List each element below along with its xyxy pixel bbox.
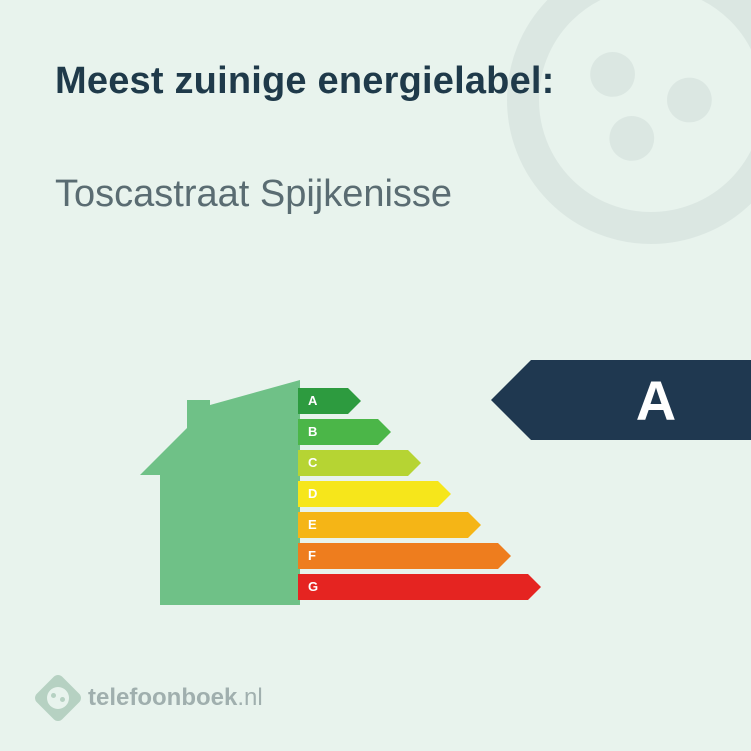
brand-icon [33,673,84,724]
house-icon [140,380,300,605]
brand-name-light: .nl [237,684,262,711]
brand-name-bold: telefoonboek [88,684,237,711]
energy-bar-label: D [308,486,317,501]
energy-bar-c: C [298,447,528,478]
content-area: Meest zuinige energielabel: Toscastraat … [0,0,751,216]
rating-letter: A [636,368,676,433]
energy-bar-label: F [308,548,316,563]
energy-bar-label: E [308,517,317,532]
energy-bar-e: E [298,509,528,540]
energy-bar-label: A [308,393,317,408]
energy-bar-f: F [298,540,528,571]
energy-bar-d: D [298,478,528,509]
energy-bar-g: G [298,571,528,602]
energy-bar-label: C [308,455,317,470]
page-title: Meest zuinige energielabel: [55,60,696,103]
footer-brand: telefoonboek.nl [40,680,263,716]
energy-bar-label: G [308,579,318,594]
rating-badge: A [531,360,751,440]
brand-text: telefoonboek.nl [88,684,263,712]
energy-bar-label: B [308,424,317,439]
location-subtitle: Toscastraat Spijkenisse [55,173,696,216]
